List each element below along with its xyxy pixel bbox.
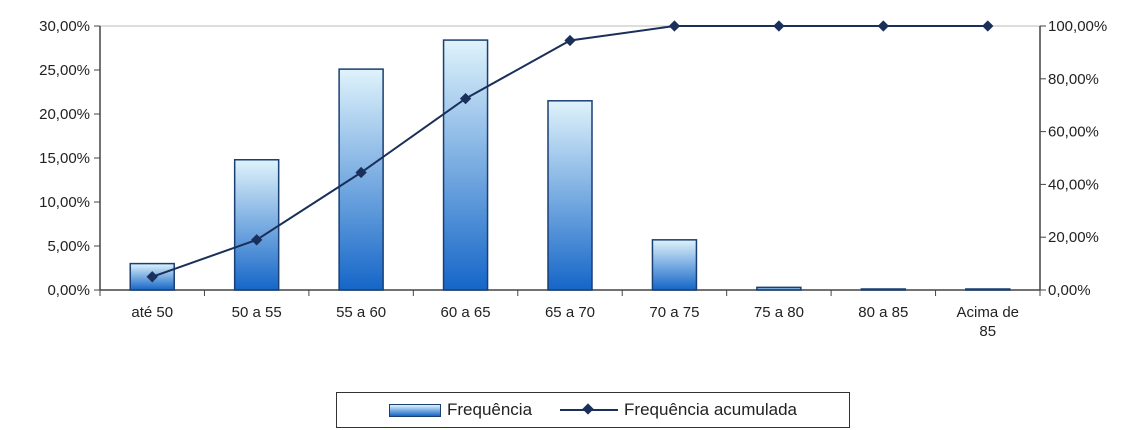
y-left-tick-label: 10,00% bbox=[39, 194, 90, 211]
x-tick-label: 60 a 65 bbox=[441, 304, 491, 321]
y-right-tick-label: 100,00% bbox=[1048, 18, 1107, 35]
legend-item-frequencia-acumulada: Frequência acumulada bbox=[560, 400, 797, 420]
x-tick-label: 50 a 55 bbox=[232, 304, 282, 321]
legend: Frequência Frequência acumulada bbox=[336, 392, 850, 428]
point-frequencia-acumulada bbox=[146, 271, 158, 283]
bar-frequencia bbox=[651, 239, 698, 291]
point-frequencia-acumulada bbox=[982, 20, 994, 32]
y-left-tick-label: 20,00% bbox=[39, 106, 90, 123]
y-right-tick-label: 80,00% bbox=[1048, 71, 1099, 88]
point-frequencia-acumulada bbox=[877, 20, 889, 32]
legend-bar-swatch bbox=[388, 403, 441, 417]
bar-frequencia bbox=[756, 286, 802, 291]
combo-chart: 0,00% 5,00% 10,00% 15,00% 20,00% 25,00% 30,00%… bbox=[39, 18, 1107, 340]
x-tick-label: 70 a 75 bbox=[649, 304, 699, 321]
legend-label-frequencia: Frequência bbox=[446, 400, 533, 419]
legend-line-swatch bbox=[560, 403, 619, 417]
x-tick-label: até 50 bbox=[131, 304, 173, 321]
y-left-tick-label: 5,00% bbox=[47, 238, 90, 255]
x-tick-label: 55 a 60 bbox=[336, 304, 386, 321]
point-frequencia-acumulada bbox=[773, 20, 785, 32]
y-left-tick-label: 0,00% bbox=[47, 282, 90, 299]
legend-item-frequencia: Frequência bbox=[388, 400, 533, 420]
bar-frequencia bbox=[338, 68, 384, 291]
y-right-tick-label: 60,00% bbox=[1048, 124, 1099, 141]
x-tick-label: 80 a 85 bbox=[858, 304, 908, 321]
x-tick-label: 65 a 70 bbox=[545, 304, 595, 321]
y-right-tick-label: 20,00% bbox=[1048, 229, 1099, 246]
point-frequencia-acumulada bbox=[355, 166, 367, 179]
y-right-tick-label: 40,00% bbox=[1048, 176, 1099, 193]
bar-frequencia bbox=[547, 100, 593, 291]
bar-frequencia bbox=[442, 39, 489, 291]
point-frequencia-acumulada bbox=[251, 234, 263, 246]
plot-area: 0,00% 5,00% 10,00% 15,00% 20,00% 25,00% 30,00%… bbox=[39, 18, 1107, 340]
legend-label-frequencia-acumulada: Frequência acumulada bbox=[624, 400, 797, 419]
y-left-tick-label: 30,00% bbox=[39, 18, 90, 35]
y-right-tick-label: 0,00% bbox=[1048, 282, 1091, 299]
y-left-tick-label: 15,00% bbox=[39, 150, 90, 167]
bar-frequencia bbox=[860, 288, 907, 291]
bar-frequencia bbox=[233, 159, 280, 291]
x-tick-label: 75 a 80 bbox=[754, 304, 804, 321]
point-frequencia-acumulada bbox=[668, 20, 681, 32]
x-tick-label: 85 bbox=[979, 323, 996, 340]
point-frequencia-acumulada bbox=[564, 34, 576, 47]
y-left-tick-label: 25,00% bbox=[39, 62, 90, 79]
bar-frequencia bbox=[965, 288, 1011, 291]
x-tick-label: Acima de bbox=[957, 304, 1020, 321]
